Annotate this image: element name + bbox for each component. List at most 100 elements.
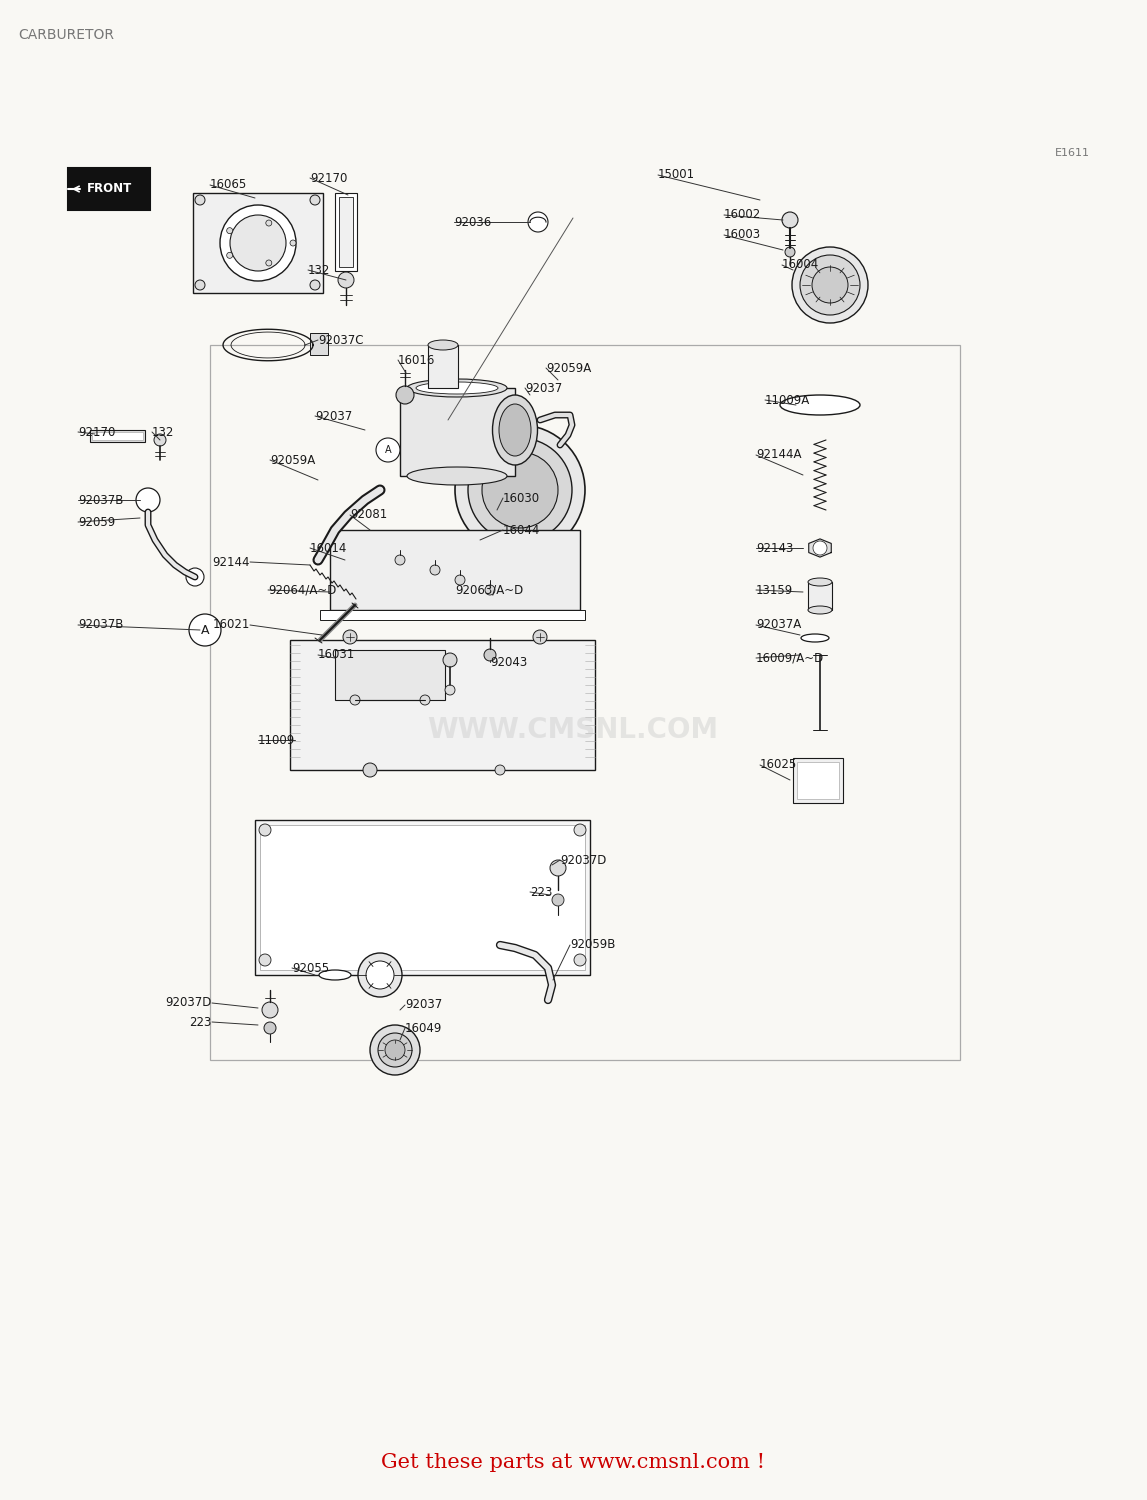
Circle shape (484, 650, 496, 662)
Text: 16031: 16031 (318, 648, 356, 662)
Circle shape (782, 211, 798, 228)
Text: 16021: 16021 (212, 618, 250, 632)
Circle shape (366, 962, 395, 988)
Circle shape (259, 954, 271, 966)
Bar (330, 530, 580, 610)
Text: 92081: 92081 (350, 509, 388, 522)
Circle shape (430, 566, 440, 574)
Text: FRONT: FRONT (86, 183, 132, 195)
Text: 16044: 16044 (504, 524, 540, 537)
Circle shape (485, 585, 496, 596)
Circle shape (385, 1040, 405, 1060)
Circle shape (443, 652, 457, 668)
Ellipse shape (807, 578, 832, 586)
Bar (193, 194, 323, 292)
Circle shape (528, 211, 548, 232)
Circle shape (220, 206, 296, 280)
Ellipse shape (407, 466, 507, 484)
Text: 92059A: 92059A (546, 362, 591, 375)
Text: 92037C: 92037C (318, 333, 364, 346)
Text: 92037: 92037 (405, 999, 443, 1011)
Text: 16002: 16002 (724, 209, 762, 222)
Ellipse shape (407, 380, 507, 398)
Circle shape (259, 824, 271, 836)
Text: A: A (384, 446, 391, 454)
Circle shape (799, 255, 860, 315)
Circle shape (310, 280, 320, 290)
Circle shape (266, 260, 272, 266)
Polygon shape (809, 538, 832, 556)
Circle shape (376, 438, 400, 462)
Bar (428, 345, 458, 388)
Circle shape (350, 694, 360, 705)
Text: 16004: 16004 (782, 258, 819, 272)
Text: 92037A: 92037A (756, 618, 802, 632)
Text: 16003: 16003 (724, 228, 762, 242)
Bar (335, 194, 357, 272)
Circle shape (396, 386, 414, 404)
Circle shape (227, 228, 233, 234)
Ellipse shape (319, 970, 351, 980)
Text: 92170: 92170 (78, 426, 116, 438)
Circle shape (362, 764, 377, 777)
Bar (290, 640, 595, 770)
Bar (320, 610, 585, 620)
Text: Get these parts at www.cmsnl.com !: Get these parts at www.cmsnl.com ! (381, 1452, 765, 1472)
Circle shape (482, 452, 557, 528)
Text: 92055: 92055 (292, 962, 329, 975)
Circle shape (496, 765, 505, 776)
Text: 92059B: 92059B (570, 939, 616, 951)
Circle shape (189, 614, 221, 646)
Text: 92170: 92170 (310, 171, 348, 184)
Circle shape (338, 272, 354, 288)
Circle shape (262, 1002, 278, 1019)
Circle shape (358, 952, 401, 998)
Bar (335, 650, 445, 700)
Text: CARBURETOR: CARBURETOR (18, 28, 114, 42)
Text: 92037: 92037 (315, 410, 352, 423)
Text: 16065: 16065 (210, 178, 248, 192)
Text: 132: 132 (309, 264, 330, 276)
Bar (793, 758, 843, 802)
Text: 11009: 11009 (258, 734, 295, 747)
Text: 223: 223 (189, 1016, 212, 1029)
Bar (340, 196, 353, 267)
Text: 92037B: 92037B (78, 494, 124, 507)
Ellipse shape (428, 340, 458, 350)
Text: 16009/A~D: 16009/A~D (756, 651, 825, 664)
Text: 16030: 16030 (504, 492, 540, 504)
Text: A: A (201, 624, 209, 636)
Bar (68, 168, 150, 210)
Text: 92037B: 92037B (78, 618, 124, 632)
Ellipse shape (801, 634, 829, 642)
Text: 92037D: 92037D (560, 853, 607, 867)
Circle shape (195, 195, 205, 206)
Text: 92036: 92036 (454, 216, 491, 228)
Circle shape (785, 248, 795, 256)
Text: 16049: 16049 (405, 1022, 443, 1035)
Text: 16025: 16025 (760, 759, 797, 771)
Circle shape (227, 252, 233, 258)
Circle shape (551, 859, 565, 876)
Text: 92037: 92037 (525, 381, 562, 394)
Ellipse shape (492, 394, 538, 465)
Ellipse shape (807, 606, 832, 613)
Ellipse shape (780, 394, 860, 416)
Text: 92043: 92043 (490, 656, 528, 669)
Ellipse shape (416, 382, 498, 394)
Circle shape (420, 694, 430, 705)
Circle shape (455, 424, 585, 555)
Bar (310, 333, 328, 356)
Text: 223: 223 (530, 885, 553, 898)
Circle shape (370, 1024, 420, 1075)
Circle shape (468, 438, 572, 542)
Circle shape (574, 824, 586, 836)
Circle shape (136, 488, 159, 512)
Bar (797, 762, 838, 800)
Circle shape (574, 954, 586, 966)
Circle shape (813, 542, 827, 555)
Circle shape (343, 630, 357, 644)
Text: WWW.CMSNL.COM: WWW.CMSNL.COM (428, 716, 718, 744)
Ellipse shape (499, 404, 531, 456)
Text: 92144: 92144 (212, 555, 250, 568)
